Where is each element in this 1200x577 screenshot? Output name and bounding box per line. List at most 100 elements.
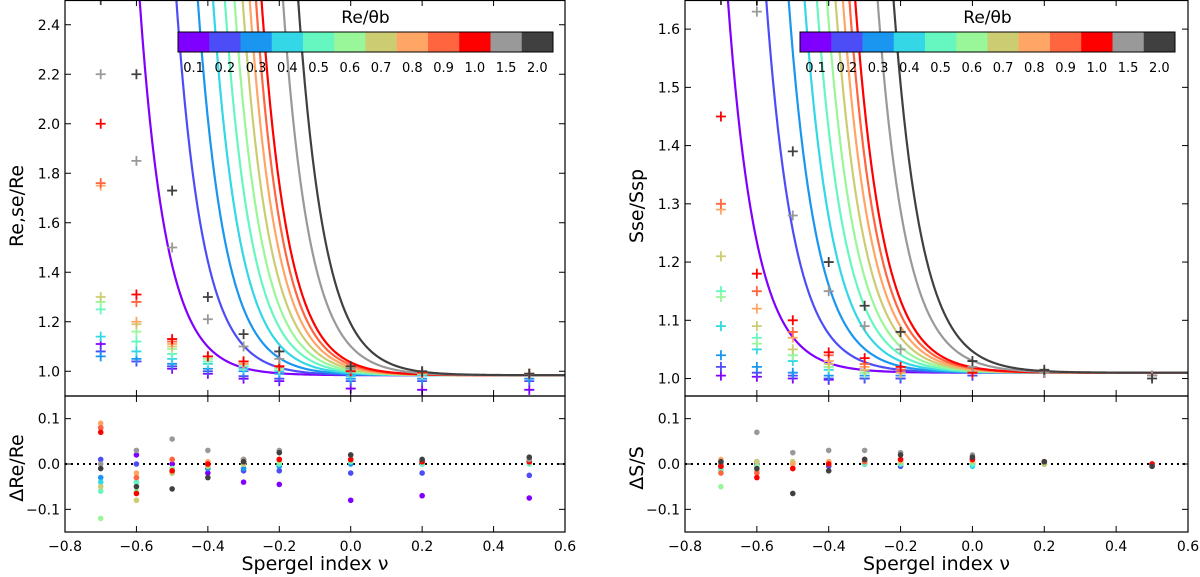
residual-dot — [754, 465, 760, 472]
residual-dot — [205, 470, 211, 476]
colorbar-swatch — [1112, 32, 1145, 52]
colorbar-label: 0.3 — [246, 61, 267, 76]
model-curve-1p5 — [876, 0, 1188, 374]
residual-dot — [276, 481, 283, 488]
residual-dot — [133, 483, 140, 490]
colorbar-label: 0.6 — [340, 61, 361, 76]
residual-dot — [897, 452, 904, 458]
colorbar-label: 0.7 — [371, 61, 392, 76]
top-axes-frame — [684, 0, 1189, 397]
x-tick-label: −0.2 — [884, 539, 918, 555]
marker-plus — [715, 111, 726, 122]
model-curve-0p1 — [138, 0, 565, 377]
residual-dot — [97, 461, 104, 467]
marker-plus — [895, 361, 906, 372]
residual-dot — [205, 474, 211, 481]
x-tick-label: −0.6 — [740, 539, 774, 555]
model-curve-1p0 — [260, 0, 565, 377]
y-tick-label: 2.2 — [38, 67, 60, 83]
x-tick-label: 0.2 — [1033, 539, 1055, 555]
colorbar-swatch — [396, 32, 429, 52]
model-curve-0p9 — [848, 0, 1188, 374]
colorbar-swatch — [271, 32, 304, 52]
marker-plus — [95, 292, 106, 302]
residual-dot — [133, 461, 140, 467]
colorbar-label: 1.5 — [1118, 61, 1139, 76]
residual-dot — [419, 470, 425, 476]
colorbar-swatch — [1050, 32, 1082, 52]
y-tick-label: 1.0 — [38, 364, 60, 380]
colorbar-swatch — [178, 32, 210, 52]
residual-dot — [347, 470, 354, 476]
residual-dot — [347, 456, 354, 463]
colorbar-label: 1.0 — [1087, 61, 1108, 76]
residual-dot — [97, 456, 104, 463]
residual-dot — [754, 474, 760, 481]
marker-plus — [895, 344, 906, 355]
marker-plus — [167, 334, 178, 345]
marker-plus — [823, 347, 834, 358]
x-tick-label: 0.2 — [411, 539, 433, 555]
x-tick-label: −0.6 — [119, 539, 153, 555]
colorbar-label: 0.5 — [930, 61, 951, 76]
marker-plus — [715, 370, 726, 381]
colorbar-label: 1.0 — [465, 61, 486, 76]
residual-dot — [526, 495, 533, 501]
colorbar-frame — [799, 31, 1176, 53]
marker-plus — [95, 0, 106, 5]
marker-plus — [202, 314, 213, 325]
marker-plus — [751, 321, 762, 332]
y-tick-label: 1.2 — [658, 255, 680, 271]
y-tick-label: 2.4 — [38, 18, 60, 34]
residual-dot — [97, 424, 104, 431]
residual-dot — [133, 490, 140, 497]
residual-dot — [789, 461, 796, 467]
residual-dot — [169, 436, 175, 442]
x-tick-label: −0.4 — [812, 539, 846, 555]
model-curve-0p9 — [254, 0, 565, 377]
residual-dot — [169, 468, 175, 474]
colorbar-swatch — [240, 32, 273, 52]
colorbar-label: 0.4 — [899, 61, 920, 76]
residual-dot — [754, 458, 760, 465]
model-curve-0p3 — [787, 0, 1188, 374]
top-y-axis: 1.0 1.2 1.4 1.6 1.8 2.0 2.2 2.4 Re,se/Re — [6, 18, 565, 380]
model-curve-1p0 — [854, 0, 1188, 374]
marker-plus — [787, 367, 798, 378]
marker-plus — [787, 344, 798, 355]
colorbar-label: 0.9 — [1055, 61, 1076, 76]
residual-dot — [718, 470, 724, 476]
marker-plus — [524, 368, 535, 379]
colorbar-label: 0.6 — [962, 61, 983, 76]
colorbar-swatch — [956, 32, 988, 52]
colorbar-label: 0.1 — [183, 61, 204, 76]
colorbar-swatch — [303, 32, 335, 52]
y-tick-label: 1.4 — [38, 265, 60, 281]
model-curve-0p2 — [765, 0, 1188, 374]
colorbar-swatch — [831, 32, 863, 52]
marker-plus — [787, 315, 798, 326]
marker-plus — [751, 268, 762, 279]
marker-plus — [238, 341, 249, 352]
residual-dot — [526, 454, 533, 461]
marker-plus — [238, 356, 249, 367]
marker-plus — [859, 321, 870, 332]
colorbar-swatch — [987, 32, 1020, 52]
marker-plus — [895, 326, 906, 337]
colorbar-swatch — [209, 32, 241, 52]
colorbar-label: 0.9 — [433, 61, 454, 76]
residual-dot — [861, 456, 868, 463]
marker-plus — [131, 69, 142, 80]
model-curve-0p8 — [248, 0, 565, 377]
residual-dot — [97, 420, 104, 427]
model-curve-0p5 — [815, 0, 1188, 374]
marker-plus — [859, 300, 870, 311]
residual-dot — [133, 474, 140, 481]
marker-plus — [131, 316, 142, 327]
residual-dot — [789, 465, 796, 472]
y-tick-label: −0.1 — [26, 502, 60, 518]
marker-plus — [1147, 373, 1158, 384]
bottom-y-axis: −0.1 0.0 0.1 ΔS/S — [626, 412, 1188, 518]
colorbar-swatch — [365, 32, 398, 52]
